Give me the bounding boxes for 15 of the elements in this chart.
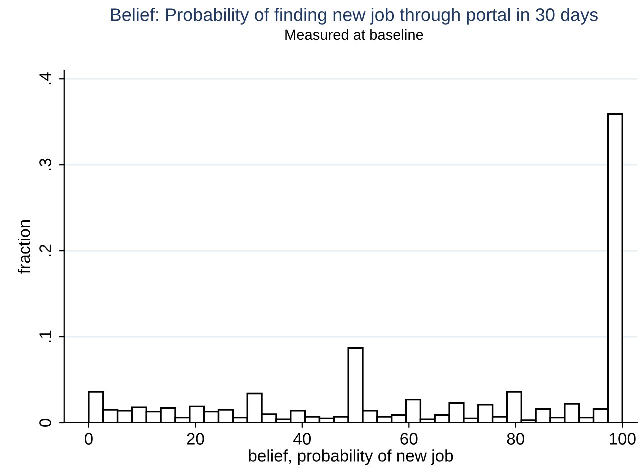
y-tick-label: .3 [40,158,52,170]
y-tick-label: .4 [40,72,52,85]
chart-title: Belief: Probability of finding new job through portal in 30 days [111,8,598,25]
x-tick-label: 80 [507,433,524,445]
y-axis-title: fraction [18,220,30,274]
x-tick-label: 20 [187,433,204,445]
x-axis-title: belief, probability of new job [249,450,454,466]
x-tick-label: 40 [294,433,312,445]
x-tick-label: 0 [84,433,93,445]
y-tick-label: .2 [40,244,52,256]
chart-subtitle: Measured at baseline [286,29,424,40]
y-tick-label: 0 [40,419,52,427]
y-tick-label: .1 [40,330,52,342]
x-tick-label: 100 [610,433,636,445]
x-tick-label: 60 [400,433,418,445]
